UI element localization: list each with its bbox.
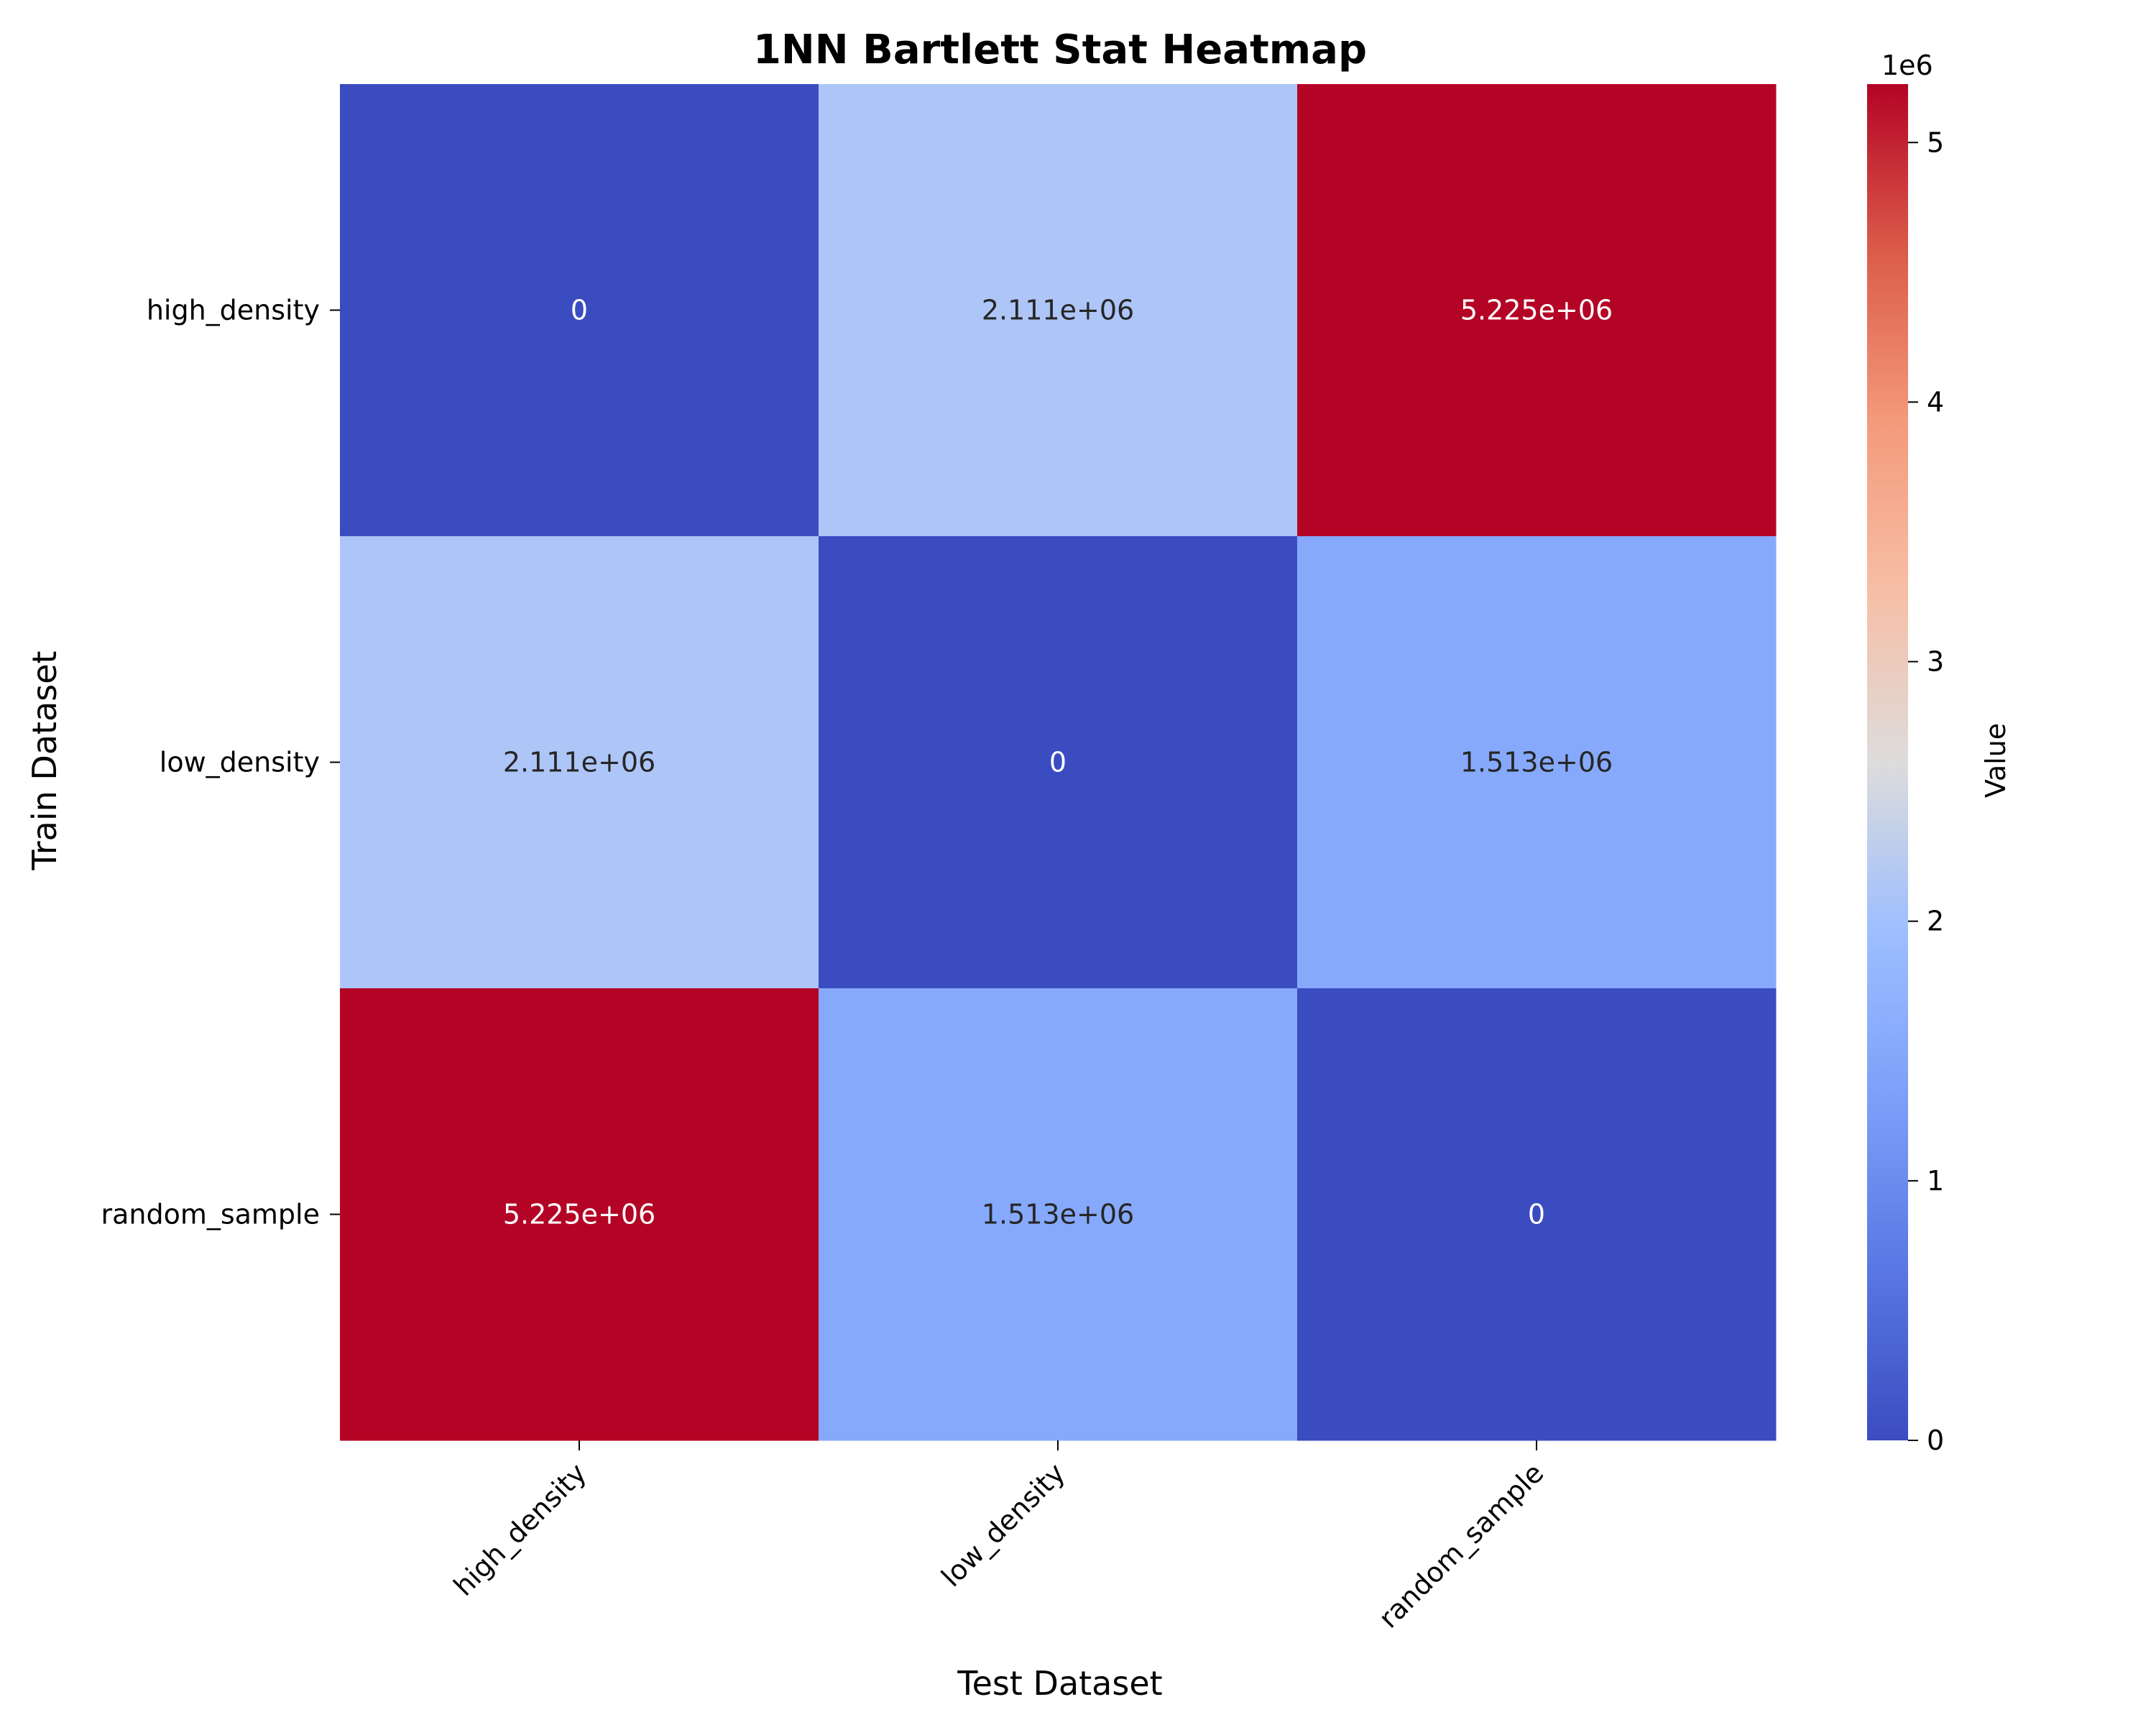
colorbar-label: Value [1980, 723, 2012, 798]
cell-value-label: 0 [571, 295, 588, 326]
cell-value-label: 0 [1528, 1199, 1545, 1230]
heatmap-cell [819, 536, 1298, 989]
y-tick-label: low_density [160, 747, 320, 778]
heatmap-cell [819, 988, 1298, 1441]
x-tick-label: high_density [448, 1457, 593, 1602]
y-axis-ticks: high_density low_density random_sample [101, 295, 340, 1230]
y-axis-label: Train Dataset [25, 650, 64, 870]
x-axis-label: Test Dataset [957, 1664, 1162, 1703]
cell-value-label: 1.513e+06 [1460, 747, 1613, 778]
heatmap-cell [340, 536, 819, 989]
x-tick-label: low_density [935, 1457, 1071, 1593]
cell-value-label: 2.111e+06 [503, 747, 655, 778]
x-axis-ticks: high_density low_density random_sample [448, 1440, 1549, 1634]
cell-value-label: 5.225e+06 [1460, 295, 1613, 326]
colorbar-offset-text: 1e6 [1881, 50, 1933, 81]
heatmap-cell [1297, 84, 1777, 537]
cell-value-label: 2.111e+06 [982, 295, 1134, 326]
heatmap-cell [340, 84, 819, 537]
heatmap-cell [819, 84, 1298, 537]
chart-title: 1NN Bartlett Stat Heatmap [753, 27, 1367, 73]
cell-value-label: 1.513e+06 [982, 1199, 1134, 1230]
y-tick-label: random_sample [101, 1199, 320, 1230]
cell-value-label: 5.225e+06 [503, 1199, 655, 1230]
colorbar-tick-label: 1 [1927, 1165, 1944, 1197]
colorbar-tick-label: 3 [1927, 646, 1944, 678]
heatmap-cell-labels: 0 2.111e+06 5.225e+06 2.111e+06 0 1.513e+06 5.… [503, 295, 1613, 1230]
colorbar-tick-label: 2 [1927, 906, 1944, 937]
heatmap-cell [340, 988, 819, 1441]
cell-value-label: 0 [1049, 747, 1067, 778]
colorbar [1867, 84, 1908, 1440]
colorbar-tick-label: 5 [1927, 126, 1944, 158]
x-tick-label: random_sample [1373, 1457, 1549, 1634]
y-tick-label: high_density [147, 295, 320, 326]
heatmap-cell [1297, 536, 1777, 989]
heatmap-cell [1297, 988, 1777, 1441]
heatmap-cells [340, 84, 1777, 1441]
colorbar-ticks: 0 1 2 3 4 5 [1908, 126, 1944, 1456]
colorbar-tick-label: 4 [1927, 386, 1944, 418]
colorbar-tick-label: 0 [1927, 1425, 1944, 1456]
